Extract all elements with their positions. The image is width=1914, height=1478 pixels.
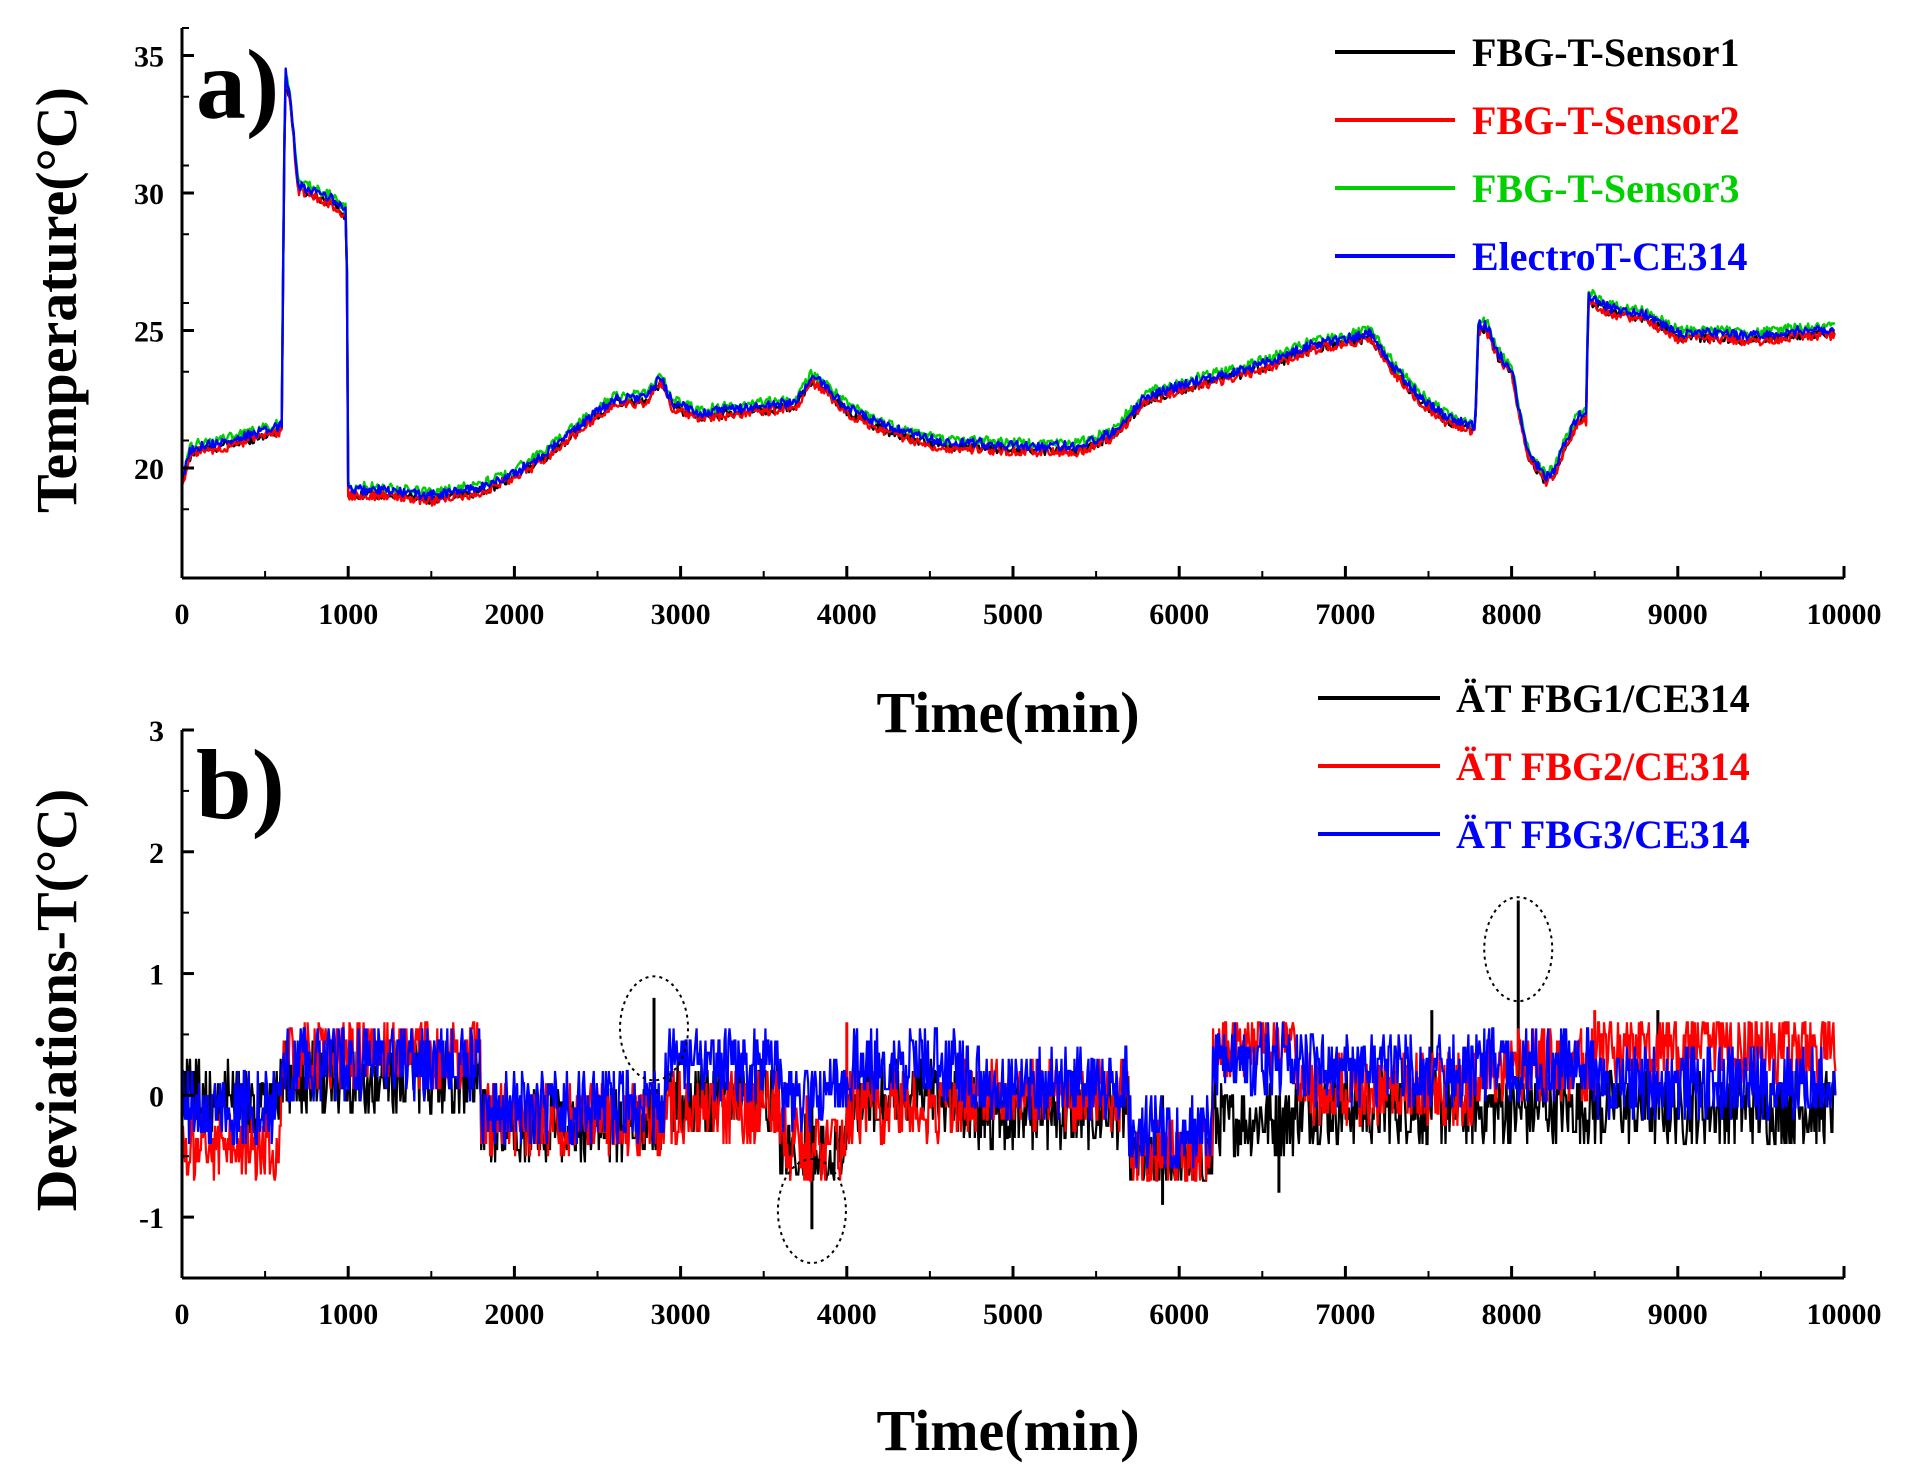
panel-a-y-tick-label: 25 — [134, 316, 164, 349]
panel-b-y-tick-label: -1 — [139, 1202, 164, 1235]
outlier-ellipse-annotation — [619, 975, 690, 1082]
legend-label-sensor3: FBG-T-Sensor3 — [1472, 166, 1739, 211]
panel-b-y-tick-label: 2 — [149, 837, 164, 870]
panel-a-y-axis-title: Temperature(°C) — [24, 87, 89, 513]
outlier-ellipse-annotation — [1483, 896, 1554, 1003]
panel-b-x-tick-label: 5000 — [983, 1298, 1043, 1331]
panel-b-x-tick-label: 3000 — [651, 1298, 711, 1331]
panel-a-ticks: 0 1000 2000 3000 4000 5000 6000 7000 8000 9000 100… — [134, 27, 1882, 631]
panel-b-y-tick-label: 3 — [149, 715, 164, 748]
panel-b-y-axis-title: Deviations-T(°C) — [24, 789, 89, 1212]
series-dev3-line — [181, 1022, 1837, 1169]
legend-label-sensor1: FBG-T-Sensor1 — [1472, 30, 1739, 75]
panel-a-x-tick-label: 3000 — [651, 598, 711, 631]
panel-a-x-tick-label: 0 — [175, 598, 190, 631]
panel-b-x-tick-label: 0 — [175, 1298, 190, 1331]
legend-label-dev3: ÄT FBG3/CE314 — [1456, 812, 1750, 857]
panel-a-label: a) — [196, 29, 279, 140]
legend-label-ce314: ElectroT-CE314 — [1472, 234, 1748, 279]
panel-b-y-tick-label: 1 — [149, 959, 164, 992]
panel-a-x-tick-label: 4000 — [817, 598, 877, 631]
panel-a-x-tick-label: 7000 — [1315, 598, 1375, 631]
series-ce314-line — [180, 67, 1836, 501]
panel-b-series-group — [180, 900, 1837, 1230]
outlier-ellipse-annotation — [776, 1158, 847, 1265]
panel-a-x-tick-label: 9000 — [1648, 598, 1708, 631]
panel-b-x-tick-label: 7000 — [1315, 1298, 1375, 1331]
panel-b-x-tick-label: 2000 — [484, 1298, 544, 1331]
panel-b-legend: ÄT FBG1/CE314 ÄT FBG2/CE314 ÄT FBG3/CE31… — [1318, 676, 1750, 857]
panel-a-x-tick-label: 6000 — [1149, 598, 1209, 631]
panel-b-label: b) — [196, 729, 285, 840]
panel-a-y-tick-label: 30 — [134, 178, 164, 211]
panel-b-x-tick-label: 1000 — [318, 1298, 378, 1331]
panel-b-y-tick-label: 0 — [149, 1080, 164, 1113]
panel-b-x-tick-label: 4000 — [817, 1298, 877, 1331]
panel-b-x-axis-title: Time(min) — [876, 1398, 1139, 1463]
panel-a: 0 1000 2000 3000 4000 5000 6000 7000 8000 9000 100… — [24, 27, 1882, 745]
panel-a-x-tick-label: 10000 — [1807, 598, 1882, 631]
panel-a-series-group — [180, 67, 1836, 507]
legend-label-dev1: ÄT FBG1/CE314 — [1456, 676, 1750, 721]
panel-b-annotations — [619, 896, 1554, 1265]
panel-b-ticks: 0 1000 2000 3000 4000 5000 6000 7000 8000 9000 100… — [139, 715, 1882, 1331]
panel-b-x-tick-label: 10000 — [1807, 1298, 1882, 1331]
panel-a-x-tick-label: 1000 — [318, 598, 378, 631]
panel-a-x-tick-label: 5000 — [983, 598, 1043, 631]
panel-a-x-axis-title: Time(min) — [876, 680, 1139, 745]
panel-a-y-tick-label: 35 — [134, 41, 164, 74]
panel-a-x-tick-label: 2000 — [484, 598, 544, 631]
panel-a-x-tick-label: 8000 — [1482, 598, 1542, 631]
legend-label-sensor2: FBG-T-Sensor2 — [1472, 98, 1739, 143]
panel-b-x-tick-label: 8000 — [1482, 1298, 1542, 1331]
panel-b-x-tick-label: 9000 — [1648, 1298, 1708, 1331]
panel-a-legend: FBG-T-Sensor1 FBG-T-Sensor2 FBG-T-Sensor… — [1335, 30, 1748, 279]
panel-b-x-tick-label: 6000 — [1149, 1298, 1209, 1331]
panel-a-y-tick-label: 20 — [134, 453, 164, 486]
panel-b: 0 1000 2000 3000 4000 5000 6000 7000 8000 9000 100… — [24, 676, 1882, 1463]
legend-label-dev2: ÄT FBG2/CE314 — [1456, 744, 1750, 789]
